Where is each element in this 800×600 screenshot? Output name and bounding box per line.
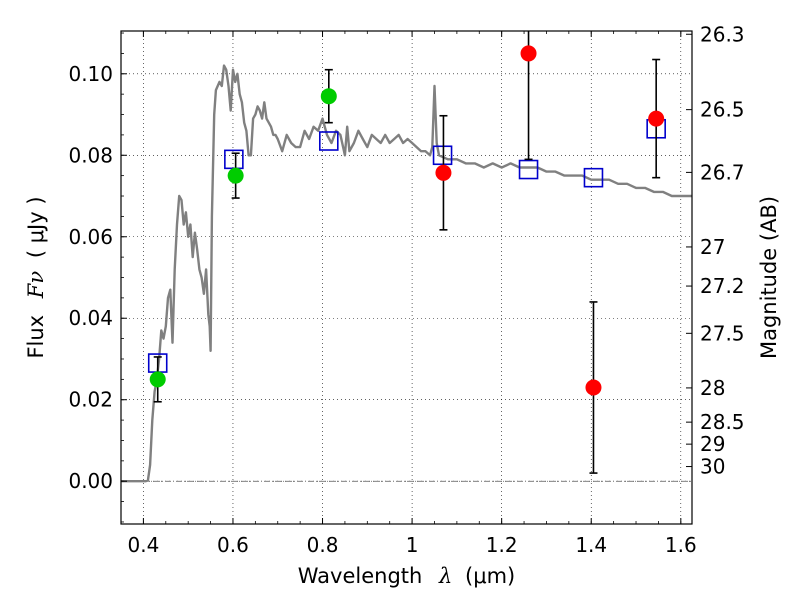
y2-tick-label: 27.2 xyxy=(700,274,745,298)
y-tick-label: 0.04 xyxy=(68,306,113,330)
sed-model-line xyxy=(121,64,692,483)
y-axis-title-unit: ( μJy ) xyxy=(24,196,48,258)
red-data-point xyxy=(648,110,665,127)
y2-tick-label: 27.5 xyxy=(700,321,745,345)
x-axis-title-unit: (μm) xyxy=(465,564,515,588)
y-tick-label: 0.02 xyxy=(68,388,113,412)
model-flux-square xyxy=(583,167,604,188)
red-data-point xyxy=(520,45,537,62)
y-tick-label: 0.00 xyxy=(68,469,113,493)
y2-tick-label: 27 xyxy=(700,235,725,259)
x-axis-title-symbol: λ xyxy=(438,564,452,588)
x-axis-title: Wavelength λ (μm) xyxy=(298,564,515,588)
y2-tick-label: 30 xyxy=(700,455,725,479)
red-data-point xyxy=(435,164,452,181)
y2-tick-label: 28 xyxy=(700,376,725,400)
y-axis-title-symbol: Fν xyxy=(24,271,48,300)
axis-ticks: 0.4 0.6 0.8 1 1.2 1.4 1.6 0.00 0.02 0.04 0.06 0.08 0… xyxy=(68,22,744,557)
data-series xyxy=(121,31,692,483)
y2-tick-label: 26.7 xyxy=(700,160,745,184)
y-tick-label: 0.10 xyxy=(68,62,113,86)
y2-axis-title: Magnitude (AB) xyxy=(757,196,781,359)
x-tick-label: 1.4 xyxy=(575,533,607,557)
y-axis-title: Flux Fν ( μJy ) xyxy=(24,196,48,358)
y-tick-label: 0.08 xyxy=(68,143,113,167)
x-tick-label: 0.8 xyxy=(307,533,339,557)
y2-tick-label: 29 xyxy=(700,432,725,456)
y2-tick-label: 26.3 xyxy=(700,22,745,46)
green-data-point xyxy=(149,371,166,388)
red-data-point xyxy=(585,379,602,396)
model-flux-square xyxy=(518,159,539,180)
green-data-point xyxy=(227,167,244,184)
x-tick-label: 1 xyxy=(406,533,419,557)
y-tick-label: 0.06 xyxy=(68,225,113,249)
x-tick-label: 1.6 xyxy=(665,533,697,557)
green-data-point xyxy=(320,88,337,105)
y2-tick-label: 28.5 xyxy=(700,410,745,434)
x-tick-label: 1.2 xyxy=(486,533,518,557)
x-axis-title-prefix: Wavelength xyxy=(298,564,423,588)
model-flux-square xyxy=(432,145,453,166)
y2-tick-label: 26.5 xyxy=(700,98,745,122)
model-flux-square xyxy=(318,131,339,151)
x-tick-label: 0.6 xyxy=(217,533,249,557)
x-tick-label: 0.4 xyxy=(127,533,159,557)
y-axis-title-prefix: Flux xyxy=(24,315,48,359)
